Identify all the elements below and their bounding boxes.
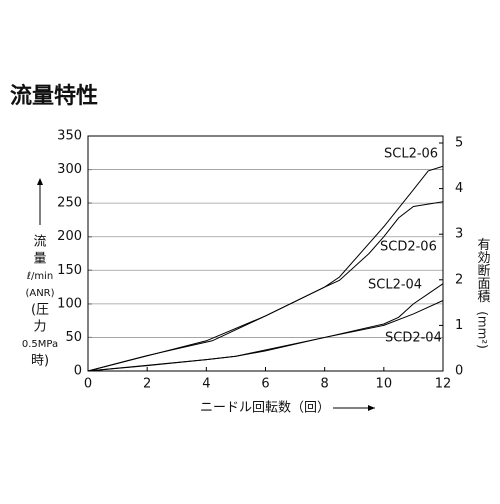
x-axis-label: ニードル回転数（回） [200,401,330,416]
y-axis-label: 流 [33,235,46,250]
y2-tick-label: 1 [455,318,463,333]
y2-axis-label: 有効断面積 [475,238,491,303]
x-axis-arrow-head [368,405,375,411]
y-axis-label: 力 [33,320,46,335]
chart-title: 流量特性 [10,83,98,109]
y-tick-label: 300 [57,162,82,177]
y2-tick-label: 5 [455,136,463,151]
y-axis-label: (ANR) [25,288,54,299]
series-label: SCL2-04 [368,278,422,293]
y-tick-label: 150 [57,263,82,278]
y-axis-arrow-head [37,178,43,185]
y-tick-label: 50 [65,330,82,345]
y2-tick-label: 0 [455,364,463,379]
x-tick-label: 8 [321,377,329,392]
series-label: SCL2-06 [384,147,438,162]
y-axis-label: 時) [31,354,49,369]
y-axis-label: (圧 [31,303,49,318]
y-tick-label: 0 [74,364,82,379]
series-line [87,300,444,372]
series-label: SCD2-06 [380,240,437,255]
x-tick-label: 4 [202,377,210,392]
plot-frame [87,135,444,372]
y2-tick-label: 2 [455,272,463,287]
x-tick-label: 2 [143,377,151,392]
series-line [87,165,444,372]
x-tick-label: 10 [376,377,393,392]
x-tick-label: 12 [435,377,452,392]
y-tick-label: 200 [57,229,82,244]
y-axis-label: ℓ/min [27,271,53,282]
y-tick-label: 250 [57,196,82,211]
x-tick-label: 6 [261,377,269,392]
y-axis-label: 量 [33,252,46,267]
y2-tick-label: 4 [455,181,463,196]
x-tick-label: 0 [84,377,92,392]
series-label: SCD2-04 [385,331,442,346]
y2-axis-unit: (mm²) [476,311,490,349]
y-tick-label: 100 [57,296,82,311]
series-line [87,201,444,372]
y2-tick-label: 3 [455,227,463,242]
y-tick-label: 350 [57,129,82,144]
y-axis-label: 0.5MPa [22,339,58,350]
